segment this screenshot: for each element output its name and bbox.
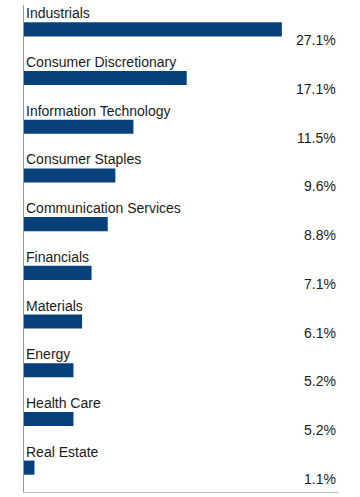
svg-text:6.1%: 6.1%	[304, 325, 336, 341]
svg-text:Financials: Financials	[26, 249, 89, 265]
svg-text:Materials: Materials	[26, 298, 83, 314]
svg-text:Real Estate: Real Estate	[26, 444, 99, 460]
svg-text:Information Technology: Information Technology	[26, 103, 171, 119]
svg-text:Consumer Discretionary: Consumer Discretionary	[26, 54, 176, 70]
svg-text:5.2%: 5.2%	[304, 373, 336, 389]
svg-text:9.6%: 9.6%	[304, 178, 336, 194]
svg-text:11.5%: 11.5%	[297, 130, 336, 146]
svg-text:8.8%: 8.8%	[304, 227, 336, 243]
svg-text:7.1%: 7.1%	[304, 276, 336, 292]
svg-text:27.1%: 27.1%	[296, 32, 336, 48]
svg-text:1.1%: 1.1%	[304, 471, 336, 487]
svg-text:Health Care: Health Care	[26, 395, 101, 411]
svg-text:5.2%: 5.2%	[304, 422, 336, 438]
svg-text:17.1%: 17.1%	[296, 81, 336, 97]
svg-text:Energy: Energy	[26, 346, 70, 362]
svg-text:Industrials: Industrials	[26, 5, 90, 21]
svg-text:Consumer Staples: Consumer Staples	[26, 151, 141, 167]
svg-text:Communication Services: Communication Services	[26, 200, 181, 216]
